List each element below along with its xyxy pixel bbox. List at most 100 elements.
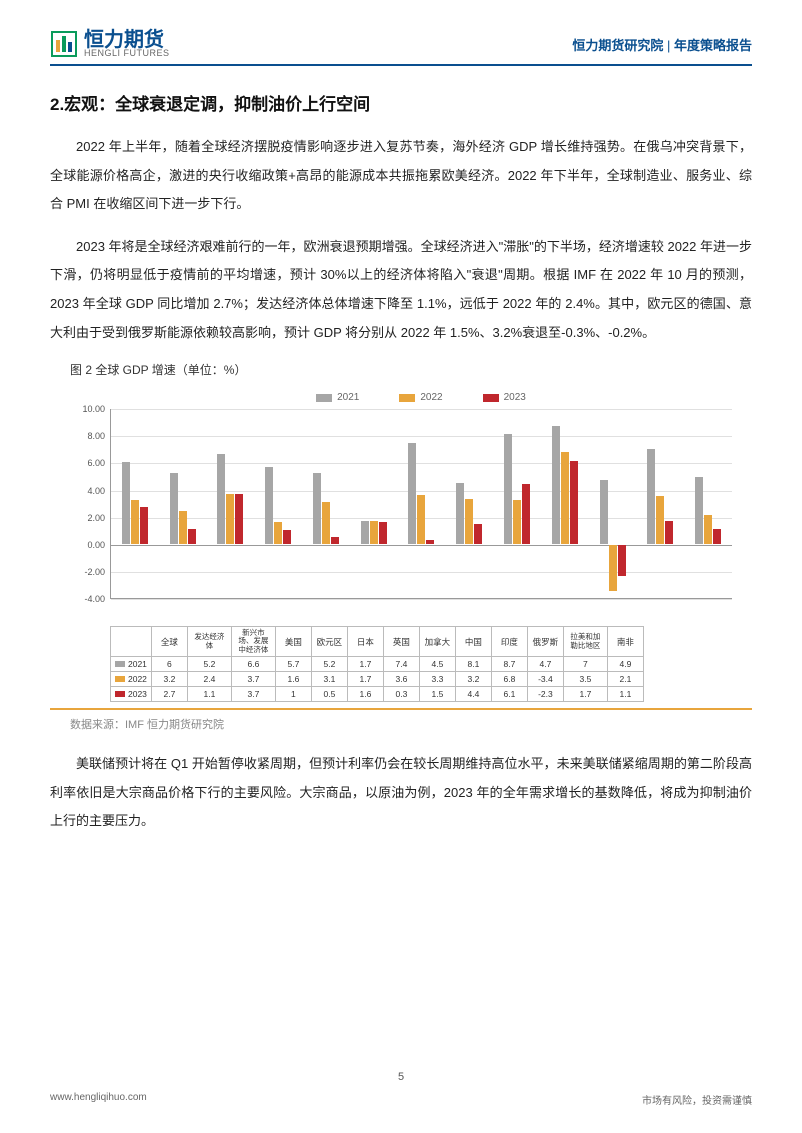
table-cell: 3.7 — [231, 686, 275, 701]
bar — [331, 409, 339, 598]
logo-text-cn: 恒力期货 — [84, 30, 170, 50]
bar-fill — [140, 507, 148, 544]
bar — [600, 409, 608, 598]
table-cell: 4.5 — [419, 656, 455, 671]
row-label-text: 2022 — [128, 674, 147, 684]
table-cell: 7 — [563, 656, 607, 671]
header-separator: | — [663, 38, 674, 53]
bar — [570, 409, 578, 598]
figure-title: 图 2 全球 GDP 增速（单位：%） — [70, 361, 752, 378]
bar-fill — [170, 473, 178, 544]
bar-fill — [474, 524, 482, 544]
bar-fill — [331, 537, 339, 544]
legend-label: 2022 — [420, 392, 442, 403]
bar — [417, 409, 425, 598]
bar — [713, 409, 721, 598]
bar-group — [589, 409, 637, 598]
table-cell: 2.7 — [151, 686, 187, 701]
logo-text-en: HENGLI FUTURES — [84, 48, 170, 58]
bar — [504, 409, 512, 598]
y-tick-label: 10.00 — [69, 404, 105, 414]
table-cell: 4.9 — [607, 656, 643, 671]
table-cell: 5.2 — [311, 656, 347, 671]
bar — [313, 409, 321, 598]
bar-fill — [600, 480, 608, 544]
legend-label: 2021 — [337, 392, 359, 403]
bar-fill — [704, 515, 712, 544]
bar — [618, 409, 626, 598]
bar — [370, 409, 378, 598]
table-header-cell: 拉美和加勒比地区 — [563, 627, 607, 657]
bar-group — [445, 409, 493, 598]
paragraph-1: 2022 年上半年，随着全球经济摆脱疫情影响逐步进入复苏节奏，海外经济 GDP … — [50, 133, 752, 219]
bar — [274, 409, 282, 598]
table-row-label: 2023 — [111, 686, 152, 701]
bars-container — [111, 409, 732, 598]
table-header-cell: 欧元区 — [311, 627, 347, 657]
bar — [656, 409, 664, 598]
bar-fill — [313, 473, 321, 544]
table-cell: 3.3 — [419, 671, 455, 686]
bar-fill — [408, 443, 416, 543]
bar-fill — [265, 467, 273, 544]
table-cell: 6.1 — [491, 686, 527, 701]
table-cell: 3.6 — [383, 671, 419, 686]
bar-group — [207, 409, 255, 598]
table-cell: 3.5 — [563, 671, 607, 686]
bar-fill — [647, 449, 655, 544]
table-header-cell: 加拿大 — [419, 627, 455, 657]
bar — [522, 409, 530, 598]
bar-group — [159, 409, 207, 598]
logo-icon — [50, 30, 78, 58]
table-header-cell — [111, 627, 152, 657]
bar — [426, 409, 434, 598]
bar-fill — [226, 494, 234, 544]
legend-label: 2023 — [504, 392, 526, 403]
bar-fill — [379, 522, 387, 544]
bar-group — [302, 409, 350, 598]
bar-fill — [513, 500, 521, 543]
table-cell: 4.7 — [527, 656, 563, 671]
bar — [131, 409, 139, 598]
legend-swatch — [483, 394, 499, 402]
bar — [665, 409, 673, 598]
chart-legend: 2021 2022 2023 — [110, 392, 732, 403]
footer-disclaimer: 市场有风险，投资需谨慎 — [642, 1092, 752, 1107]
bar — [217, 409, 225, 598]
bar — [465, 409, 473, 598]
y-tick-label: -4.00 — [69, 594, 105, 604]
chart-area: 202120222023 10.008.006.004.002.000.00-2… — [110, 392, 732, 622]
bar-fill — [561, 452, 569, 544]
bar-fill — [456, 483, 464, 544]
institute-name: 恒力期货研究院 — [572, 38, 663, 53]
bar-group — [493, 409, 541, 598]
bar — [552, 409, 560, 598]
table-header-cell: 俄罗斯 — [527, 627, 563, 657]
section-title: 2.宏观：全球衰退定调，抑制油价上行空间 — [50, 90, 752, 115]
bar-fill — [188, 529, 196, 544]
bar-fill — [609, 545, 617, 591]
bar-fill — [656, 496, 664, 544]
chart-container: 202120222023 10.008.006.004.002.000.00-2… — [50, 382, 752, 710]
table-cell: 0.5 — [311, 686, 347, 701]
bar-group — [111, 409, 159, 598]
table-cell: 1.5 — [419, 686, 455, 701]
bar — [474, 409, 482, 598]
legend-swatch — [399, 394, 415, 402]
table-row: 202165.26.65.75.21.77.44.58.18.74.774.9 — [111, 656, 644, 671]
bar — [322, 409, 330, 598]
bar-group — [350, 409, 398, 598]
table-cell: 1.1 — [607, 686, 643, 701]
gridline — [111, 599, 732, 600]
table-header-cell: 新兴市场、发展中经济体 — [231, 627, 275, 657]
table-header-cell: 南非 — [607, 627, 643, 657]
bar — [188, 409, 196, 598]
table-row-label: 2021 — [111, 656, 152, 671]
chart-data-table: 全球发达经济体新兴市场、发展中经济体美国欧元区日本英国加拿大中国印度俄罗斯拉美和… — [110, 626, 644, 702]
table-cell: 4.4 — [455, 686, 491, 701]
y-tick-label: 8.00 — [69, 431, 105, 441]
row-swatch — [115, 661, 125, 667]
bar — [609, 409, 617, 598]
bar-fill — [417, 495, 425, 544]
bar-group — [254, 409, 302, 598]
